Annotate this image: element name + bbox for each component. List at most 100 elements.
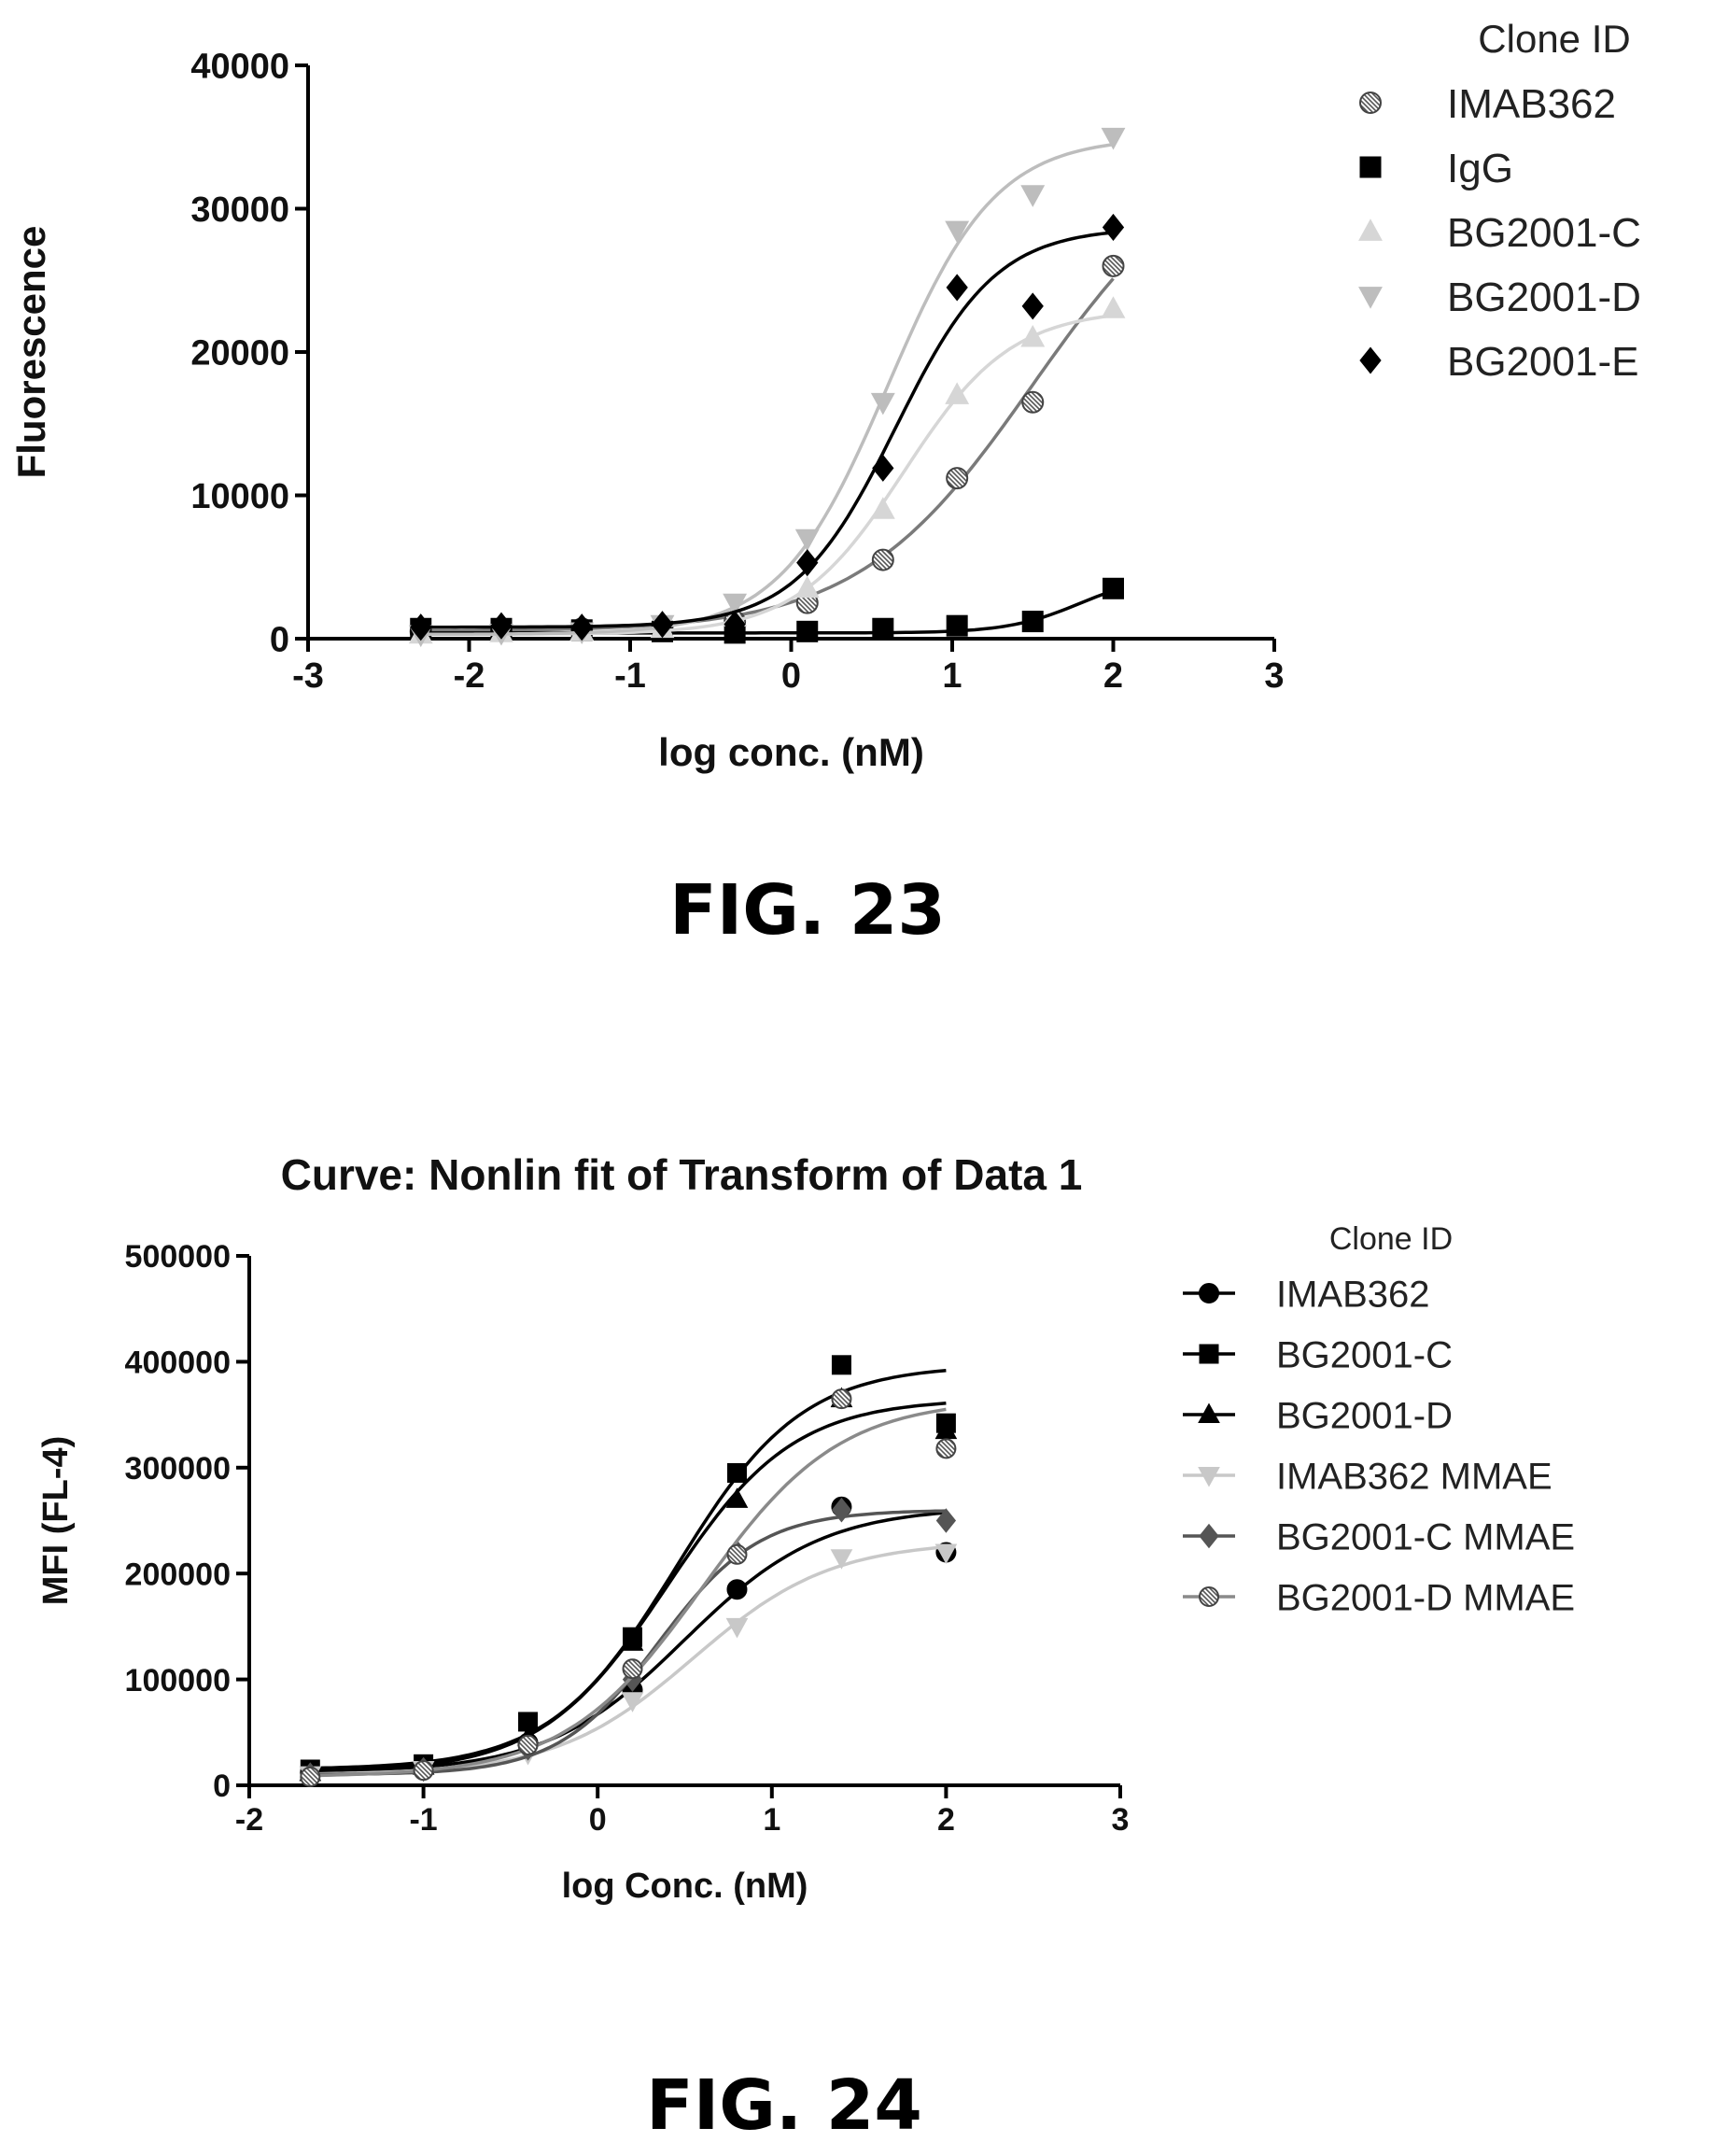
data-point-igg (872, 617, 894, 640)
legend-label-bg2001-e: BG2001-E (1447, 339, 1638, 385)
legend-title: Clone ID (1329, 1221, 1453, 1257)
series-curve-bg2001-d (310, 1402, 947, 1773)
data-point-bg2001-d (621, 1630, 644, 1651)
x-tick-label: 0 (589, 1802, 607, 1838)
data-point-bg2001-d (945, 220, 970, 244)
data-point-bg2001-d-mmae (517, 1734, 539, 1755)
legend-marker-imab362 (1199, 1283, 1219, 1303)
data-point-bg2001-c (831, 1355, 851, 1375)
data-point-bg2001-d-mmae (831, 1388, 852, 1410)
data-point-bg2001-d (1101, 127, 1126, 150)
data-point-imab362 (726, 1579, 748, 1600)
fig24-label: FIG. 24 (646, 2065, 922, 2146)
legend-marker-imab362 (1359, 92, 1382, 114)
y-axis-label: Fluorescence (9, 226, 53, 479)
legend-label-bg2001-c-mmae: BG2001-C MMAE (1276, 1516, 1575, 1557)
legend-label-bg2001-c: BG2001-C (1447, 210, 1641, 256)
series-curve-imab362 (420, 277, 1115, 633)
data-point-bg2001-e (1021, 292, 1044, 320)
data-point-bg2001-e (796, 549, 819, 577)
x-tick-label: 2 (1103, 656, 1123, 696)
y-tick-label: 400000 (125, 1346, 231, 1381)
legend-label-bg2001-d-mmae: BG2001-D MMAE (1276, 1577, 1575, 1618)
data-point-bg2001-e (490, 612, 513, 640)
data-point-bg2001-e (724, 611, 746, 639)
legend-label-igg: IgG (1447, 146, 1513, 191)
data-point-bg2001-c-mmae (935, 1508, 957, 1533)
y-tick-label: 100000 (125, 1663, 231, 1698)
x-tick-label: 2 (937, 1802, 955, 1838)
data-point-bg2001-d (725, 1487, 749, 1508)
legend-marker-bg2001-e (1359, 346, 1382, 374)
legend-marker-bg2001-d (1358, 287, 1383, 309)
x-tick-label: 0 (781, 656, 801, 696)
data-point-imab362 (871, 548, 894, 571)
data-point-bg2001-c-mmae (831, 1497, 852, 1523)
y-tick-label: 300000 (125, 1451, 231, 1487)
data-point-igg (946, 614, 968, 637)
legend-label-imab362: IMAB362 (1276, 1274, 1430, 1315)
legend-label-imab362: IMAB362 (1447, 81, 1616, 127)
fig24-chart: Curve: Nonlin fit of Transform of Data 1… (36, 1150, 1575, 1906)
legend-title: Clone ID (1478, 17, 1630, 61)
legend-label-imab362-mmae: IMAB362 MMAE (1276, 1456, 1552, 1497)
data-point-imab362 (946, 467, 969, 490)
legend-marker-bg2001-c (1358, 218, 1383, 241)
x-tick-label: -2 (235, 1802, 263, 1838)
data-point-bg2001-e (872, 454, 894, 482)
y-tick-label: 40000 (190, 48, 289, 87)
legend-label-bg2001-d: BG2001-D (1447, 275, 1641, 320)
data-point-bg2001-d (794, 528, 820, 552)
data-point-bg2001-d (870, 392, 895, 416)
x-axis-label: log Conc. (nM) (562, 1867, 808, 1906)
y-tick-label: 0 (270, 621, 289, 660)
data-point-bg2001-d-mmae (300, 1766, 321, 1787)
x-tick-label: 3 (1112, 1802, 1130, 1838)
data-point-imab362-mmae (830, 1549, 853, 1570)
series-curve-bg2001-d (420, 142, 1114, 637)
data-point-bg2001-d-mmae (413, 1760, 434, 1782)
y-tick-label: 200000 (125, 1557, 231, 1592)
x-tick-label: 1 (763, 1802, 780, 1838)
chart-title: Curve: Nonlin fit of Transform of Data 1 (281, 1150, 1083, 1199)
legend-marker-bg2001-d-mmae (1199, 1586, 1219, 1607)
data-point-bg2001-c (1020, 324, 1046, 347)
x-tick-label: -1 (409, 1802, 437, 1838)
data-point-igg (796, 620, 819, 642)
data-point-imab362 (1021, 390, 1045, 414)
y-tick-label: 500000 (125, 1239, 231, 1275)
data-point-bg2001-c (870, 497, 895, 519)
data-point-bg2001-c (794, 575, 820, 599)
data-point-imab362-mmae (934, 1543, 958, 1565)
y-tick-label: 20000 (190, 334, 289, 373)
fig23-chart: 0 10000 20000 30000 40000 -3 -2 -1 0 1 2 3 log conc.… (9, 17, 1641, 774)
x-tick-label: -2 (454, 656, 485, 696)
data-point-bg2001-e (570, 613, 593, 641)
data-point-imab362-mmae (725, 1617, 749, 1639)
data-point-bg2001-d-mmae (726, 1543, 748, 1565)
data-point-bg2001-d (1020, 185, 1046, 207)
x-axis-label: log conc. (nM) (658, 730, 924, 774)
y-tick-label: 10000 (190, 477, 289, 516)
data-point-bg2001-e (1102, 213, 1125, 242)
y-tick-label: 30000 (190, 190, 289, 230)
data-point-bg2001-c (1101, 296, 1126, 318)
data-point-igg (1021, 611, 1044, 633)
x-tick-label: 1 (942, 656, 962, 696)
legend-marker-bg2001-d (1198, 1402, 1220, 1423)
y-tick-label: 0 (213, 1768, 231, 1804)
data-point-bg2001-c (726, 1462, 747, 1483)
data-point-bg2001-d-mmae (622, 1658, 643, 1680)
data-point-imab362 (1102, 254, 1125, 277)
x-tick-label: -3 (292, 656, 324, 696)
legend-label-bg2001-c: BG2001-C (1276, 1334, 1453, 1375)
x-tick-label: -1 (614, 656, 646, 696)
series-curve-bg2001-d-mmae (310, 1407, 947, 1778)
data-point-igg (1103, 577, 1124, 599)
series-curve-bg2001-e (420, 231, 1114, 629)
data-point-bg2001-d-mmae (935, 1438, 957, 1459)
data-point-imab362-mmae (621, 1692, 644, 1712)
data-point-bg2001-e (946, 274, 968, 302)
data-point-bg2001-e (651, 611, 674, 639)
